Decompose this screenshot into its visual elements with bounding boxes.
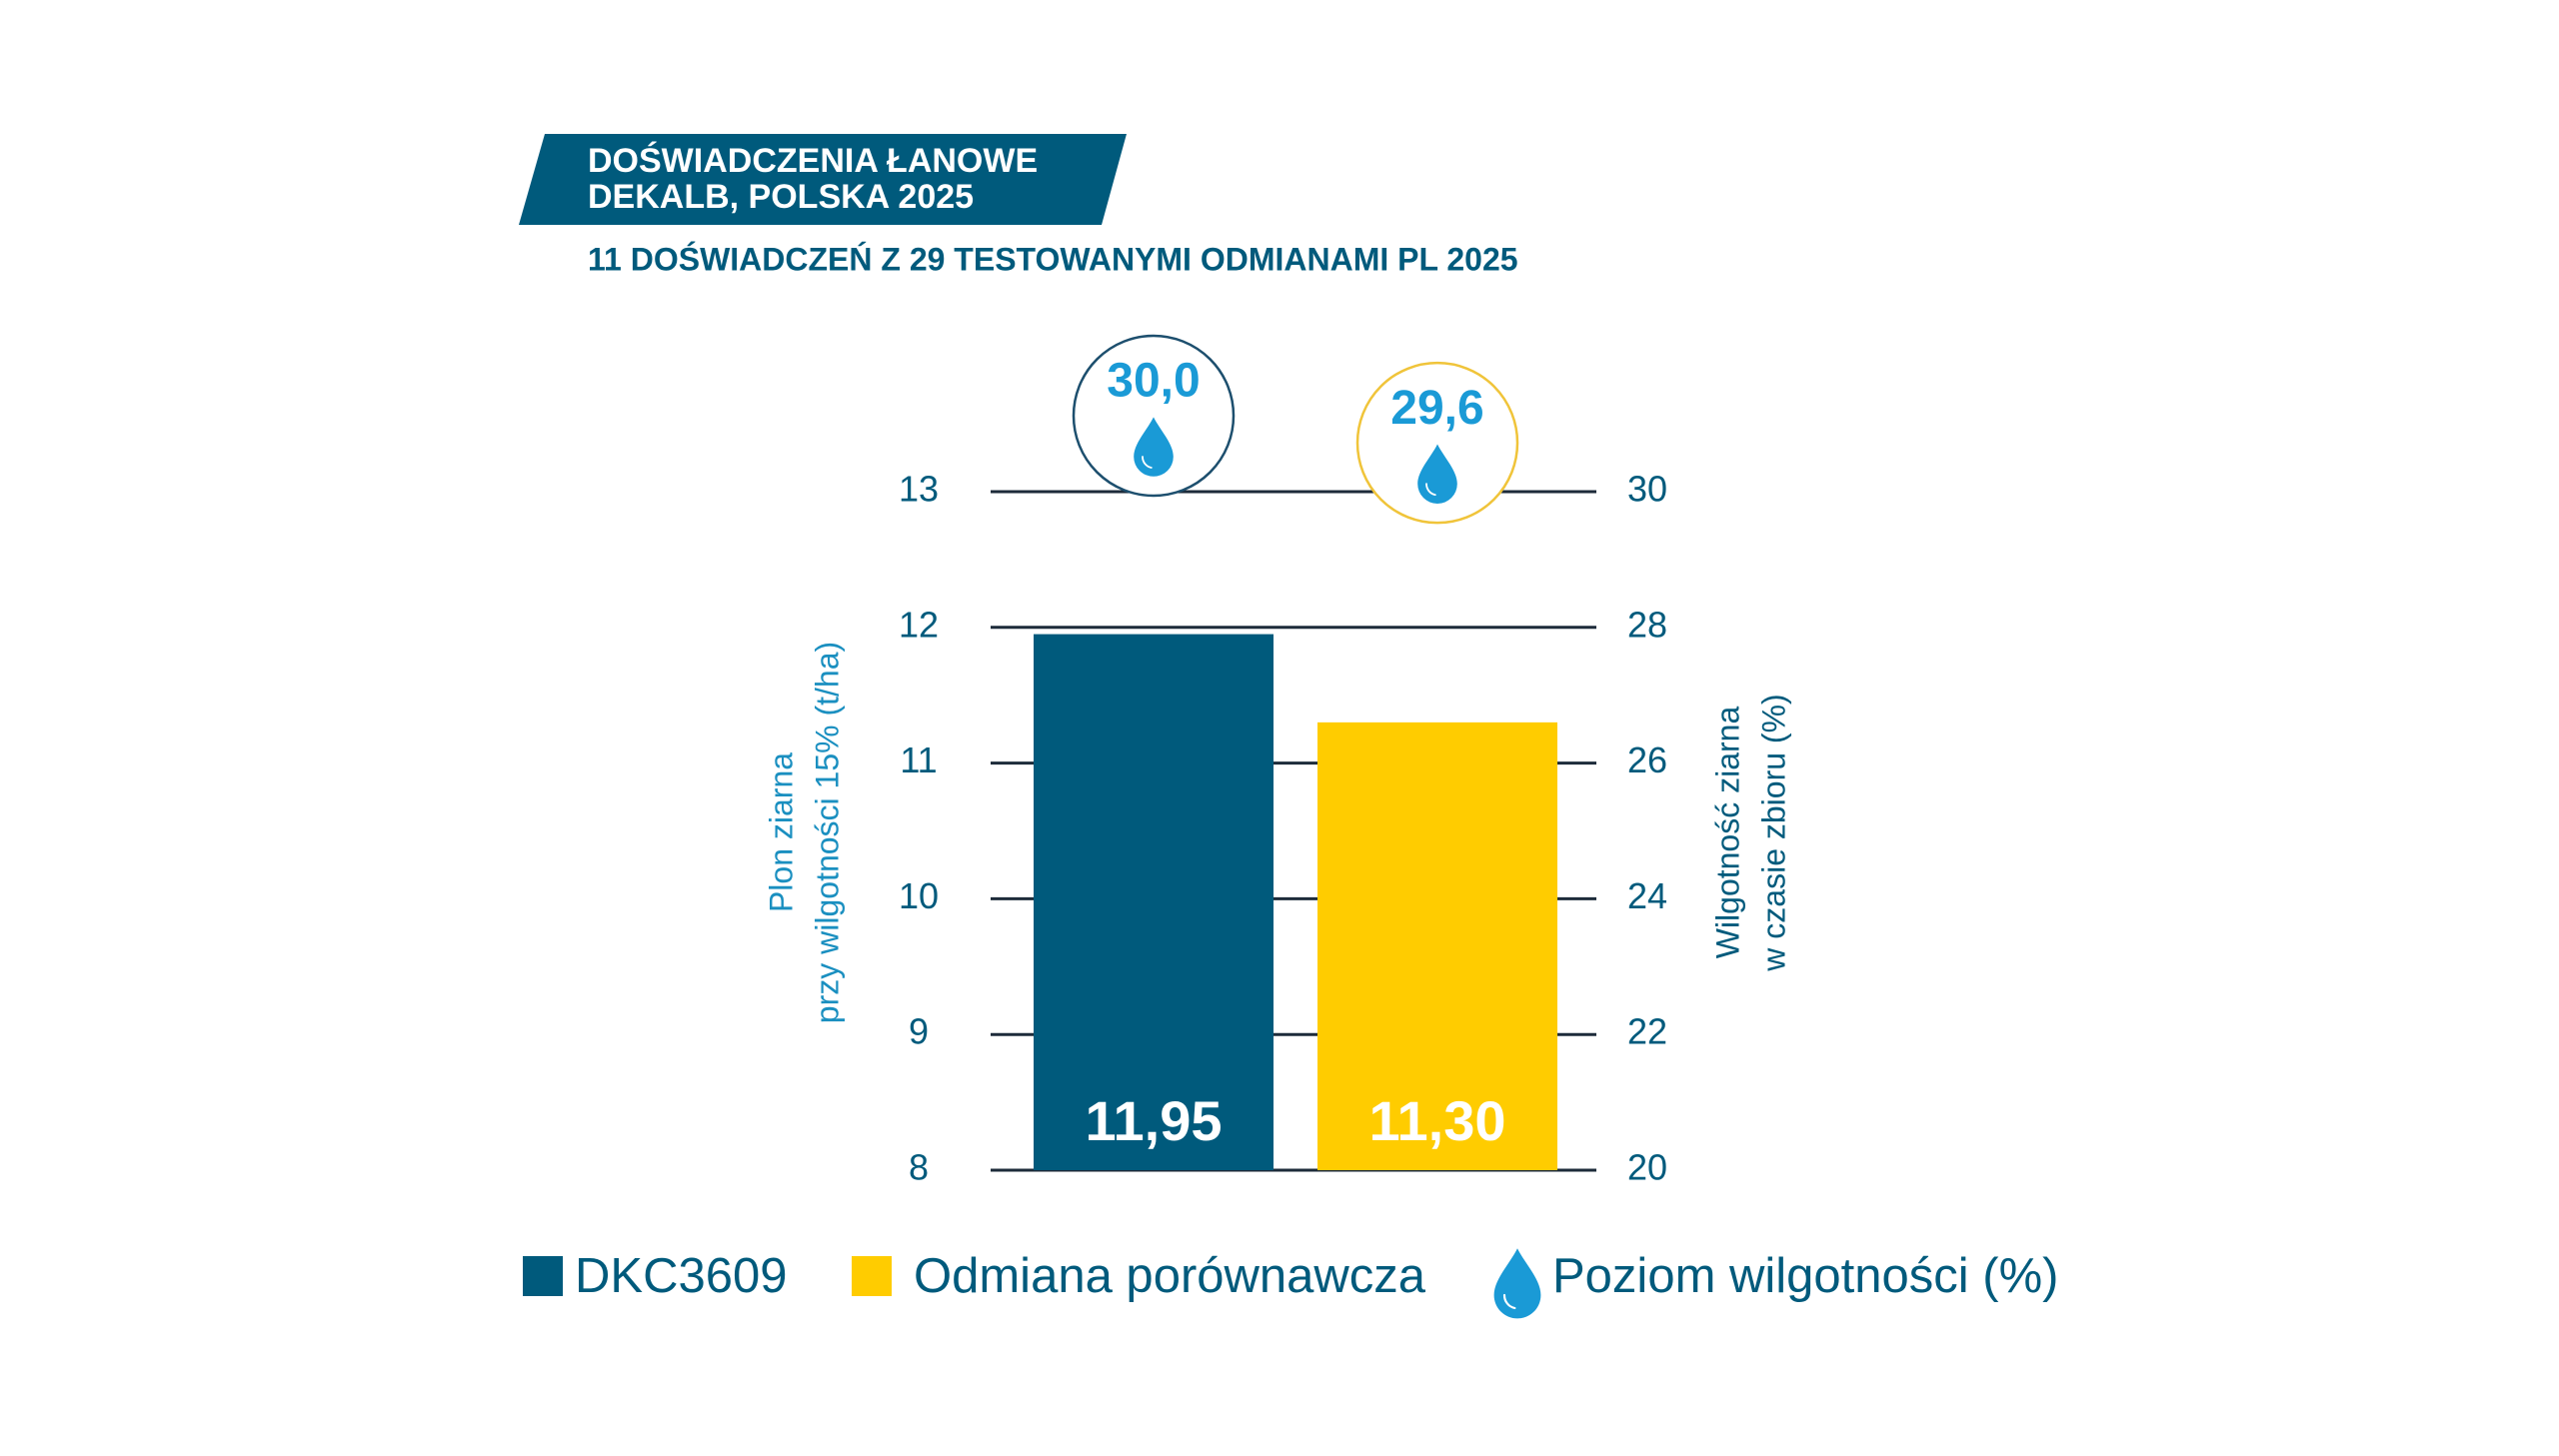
y2-tick-label: 22 xyxy=(1627,1011,1667,1052)
moisture-marker xyxy=(1072,334,1236,498)
moisture-label: 30,0 xyxy=(1107,355,1200,408)
y2-tick-label: 28 xyxy=(1627,604,1667,645)
legend-label: DKC3609 xyxy=(575,1249,787,1303)
bar-value-label: 11,95 xyxy=(1085,1089,1222,1152)
chart-subtitle: 11 DOŚWIADCZEŃ Z 29 TESTOWANYMI ODMIANAM… xyxy=(588,241,1518,277)
y2-axis-title-line: w czasie zbioru (%) xyxy=(1755,694,1791,971)
drop-shape xyxy=(1493,1248,1541,1319)
y-tick-label: 11 xyxy=(900,739,937,780)
y-axis-title: Plon ziarna przy wilgotności 15% (t/ha) xyxy=(763,642,845,1023)
y-axis-title-line: Plon ziarna xyxy=(763,752,799,912)
drop-highlight xyxy=(1502,1293,1516,1310)
bar-value-label: 11,30 xyxy=(1368,1089,1505,1152)
title-banner xyxy=(519,134,1127,225)
legend-label: Poziom wilgotności (%) xyxy=(1552,1249,2059,1303)
moisture-drop xyxy=(1134,417,1174,477)
bar xyxy=(1034,634,1274,1170)
y2-tick-label: 24 xyxy=(1627,875,1667,916)
bar xyxy=(1317,722,1557,1170)
moisture-drop xyxy=(1417,444,1457,504)
y-tick-label: 10 xyxy=(899,875,939,916)
y-tick-label: 8 xyxy=(909,1147,929,1188)
moisture-marker xyxy=(1355,361,1519,525)
y2-axis-title: Wilgotność ziarna w czasie zbioru (%) xyxy=(1709,694,1791,971)
chart-title: DOŚWIADCZENIA ŁANOWE xyxy=(588,142,1038,180)
legend-drop xyxy=(1493,1248,1541,1319)
y2-tick-label: 30 xyxy=(1627,469,1667,510)
drop-highlight xyxy=(1142,456,1153,469)
y-tick-label: 13 xyxy=(899,469,939,510)
y2-tick-label: 26 xyxy=(1627,739,1667,780)
legend-swatch xyxy=(852,1256,892,1296)
legend-label: Odmiana porównawcza xyxy=(914,1249,1426,1303)
chart-title: DEKALB, POLSKA 2025 xyxy=(588,178,974,216)
y-tick-label: 9 xyxy=(909,1011,929,1052)
y2-axis-title-line: Wilgotność ziarna xyxy=(1709,707,1745,959)
legend-swatch xyxy=(523,1256,563,1296)
drop-highlight xyxy=(1425,483,1436,497)
y-axis-title-line: przy wilgotności 15% (t/ha) xyxy=(809,642,845,1023)
y-tick-label: 12 xyxy=(899,604,939,645)
y2-tick-label: 20 xyxy=(1627,1147,1667,1188)
moisture-label: 29,6 xyxy=(1390,382,1483,435)
